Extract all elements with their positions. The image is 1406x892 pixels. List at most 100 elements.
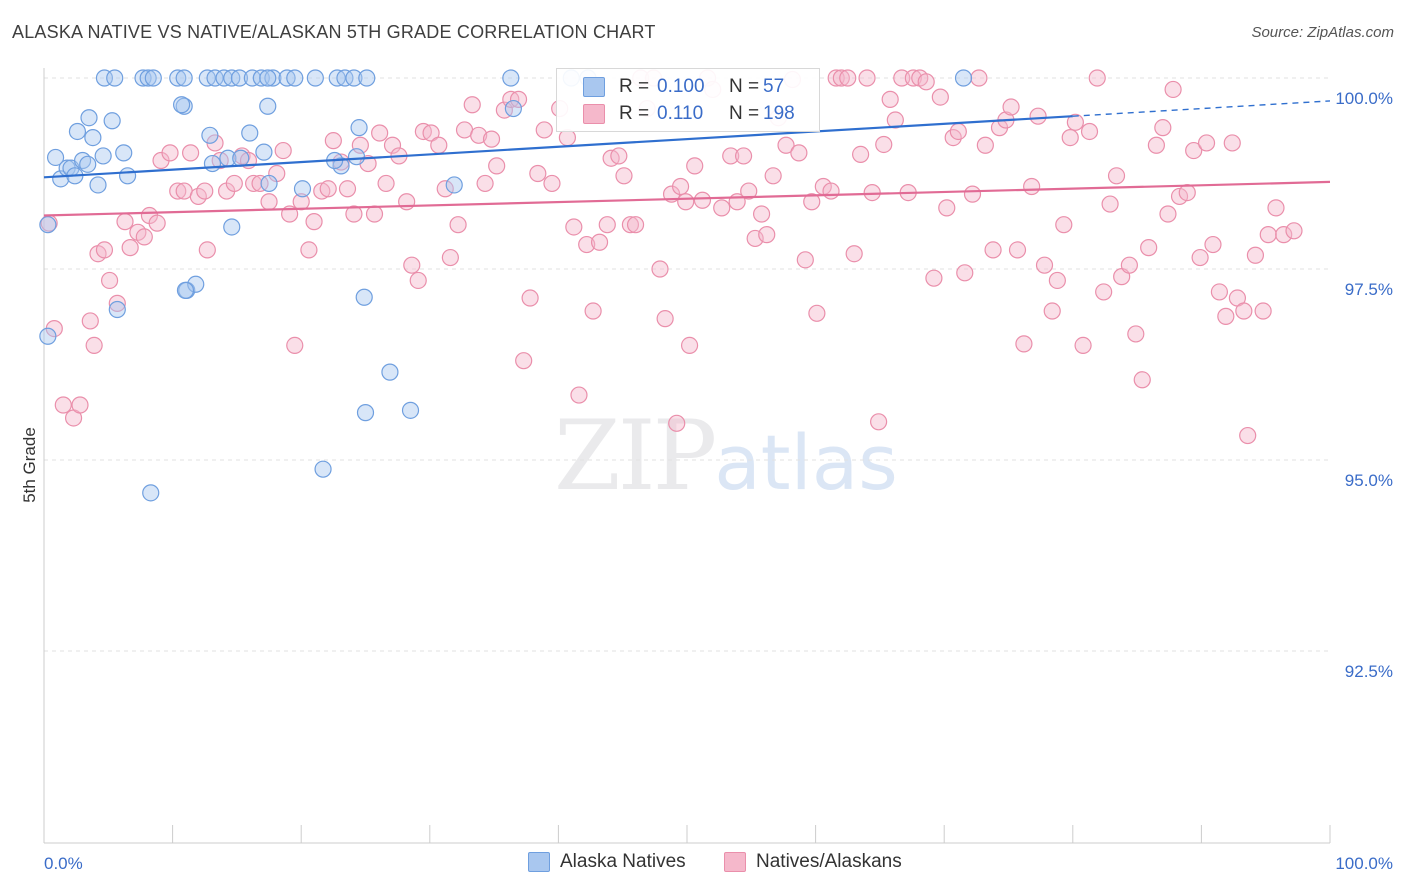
legend-swatch-natives-alaskans bbox=[724, 852, 746, 872]
r-label: R = bbox=[619, 76, 650, 97]
y-axis-label: 5th Grade bbox=[20, 427, 39, 503]
point-natives-alaskans bbox=[651, 260, 669, 278]
point-alaska-natives bbox=[94, 147, 112, 165]
point-alaska-natives bbox=[206, 69, 224, 87]
point-alaska-natives bbox=[175, 69, 193, 87]
point-natives-alaskans bbox=[740, 182, 758, 200]
point-natives-alaskans bbox=[409, 271, 427, 290]
point-natives-alaskans bbox=[1107, 167, 1126, 185]
point-natives-alaskans bbox=[590, 233, 609, 251]
point-natives-alaskans bbox=[81, 312, 99, 330]
point-natives-alaskans bbox=[338, 180, 357, 198]
point-alaska-natives bbox=[241, 124, 259, 142]
point-natives-alaskans bbox=[578, 235, 596, 254]
point-alaska-natives bbox=[106, 69, 124, 87]
point-alaska-natives bbox=[345, 69, 363, 87]
point-alaska-natives bbox=[201, 126, 219, 144]
point-natives-alaskans bbox=[656, 310, 674, 328]
point-natives-alaskans bbox=[565, 218, 583, 236]
point-natives-alaskans bbox=[116, 213, 134, 231]
n-value: 57 bbox=[763, 76, 785, 97]
point-alaska-natives bbox=[954, 69, 973, 87]
point-natives-alaskans bbox=[169, 182, 187, 200]
point-natives-alaskans bbox=[1035, 256, 1054, 274]
series-legend: Alaska Natives Natives/Alaskans bbox=[0, 851, 1406, 877]
point-natives-alaskans bbox=[1029, 107, 1047, 125]
point-alaska-natives bbox=[232, 149, 250, 167]
point-natives-alaskans bbox=[713, 199, 731, 217]
point-alaska-natives bbox=[68, 122, 87, 141]
point-alaska-natives bbox=[80, 109, 98, 127]
point-natives-alaskans bbox=[671, 177, 690, 196]
point-natives-alaskans bbox=[436, 180, 454, 198]
point-natives-alaskans bbox=[422, 124, 440, 142]
point-natives-alaskans bbox=[938, 199, 956, 217]
point-alaska-natives bbox=[381, 363, 399, 381]
point-alaska-natives bbox=[89, 176, 107, 194]
point-natives-alaskans bbox=[803, 193, 821, 211]
point-natives-alaskans bbox=[584, 302, 602, 320]
point-natives-alaskans bbox=[148, 214, 166, 232]
point-natives-alaskans bbox=[1147, 136, 1165, 154]
point-natives-alaskans bbox=[1101, 195, 1119, 213]
point-natives-alaskans bbox=[1246, 246, 1265, 264]
point-alaska-natives bbox=[169, 69, 187, 87]
point-natives-alaskans bbox=[1239, 426, 1257, 445]
point-natives-alaskans bbox=[1235, 302, 1253, 320]
point-natives-alaskans bbox=[1088, 69, 1106, 87]
r-value: 0.100 bbox=[657, 76, 705, 97]
point-natives-alaskans bbox=[1159, 205, 1177, 223]
point-natives-alaskans bbox=[300, 241, 318, 259]
point-natives-alaskans bbox=[925, 269, 943, 287]
r-label: R = bbox=[619, 103, 650, 124]
point-natives-alaskans bbox=[1170, 187, 1189, 206]
point-natives-alaskans bbox=[260, 193, 278, 211]
zipatlas-watermark: ZIPatlas bbox=[554, 400, 898, 512]
point-natives-alaskans bbox=[529, 164, 547, 183]
point-natives-alaskans bbox=[1061, 128, 1079, 147]
point-natives-alaskans bbox=[274, 141, 292, 160]
point-alaska-natives bbox=[255, 143, 273, 161]
point-alaska-natives bbox=[358, 69, 376, 87]
point-natives-alaskans bbox=[100, 271, 119, 290]
legend-label-alaska-natives: Alaska Natives bbox=[560, 851, 686, 872]
point-natives-alaskans bbox=[1154, 119, 1172, 137]
point-natives-alaskans bbox=[225, 174, 243, 193]
point-natives-alaskans bbox=[1015, 335, 1033, 353]
point-natives-alaskans bbox=[668, 414, 686, 432]
point-alaska-natives bbox=[356, 404, 375, 422]
point-natives-alaskans bbox=[1002, 98, 1020, 116]
point-natives-alaskans bbox=[1285, 222, 1303, 240]
point-alaska-natives bbox=[39, 216, 57, 234]
point-natives-alaskans bbox=[1095, 283, 1113, 301]
point-natives-alaskans bbox=[332, 153, 350, 171]
point-alaska-natives bbox=[115, 144, 133, 162]
point-natives-alaskans bbox=[515, 352, 533, 370]
point-alaska-natives bbox=[293, 180, 312, 198]
legend-item-alaska-natives[interactable]: Alaska Natives bbox=[528, 851, 686, 873]
point-alaska-natives bbox=[504, 99, 522, 118]
legend-item-natives-alaskans[interactable]: Natives/Alaskans bbox=[724, 851, 902, 873]
point-natives-alaskans bbox=[677, 193, 695, 211]
point-natives-alaskans bbox=[1267, 199, 1285, 217]
point-alaska-natives bbox=[84, 128, 102, 147]
point-natives-alaskans bbox=[371, 124, 389, 142]
point-natives-alaskans bbox=[482, 130, 501, 148]
point-natives-alaskans bbox=[956, 264, 974, 282]
point-natives-alaskans bbox=[615, 167, 633, 185]
point-natives-alaskans bbox=[1185, 141, 1203, 160]
point-alaska-natives bbox=[187, 275, 205, 293]
point-natives-alaskans bbox=[1217, 307, 1235, 325]
point-natives-alaskans bbox=[858, 69, 876, 87]
y-tick-label: 100.0% bbox=[1335, 89, 1393, 108]
point-natives-alaskans bbox=[1178, 184, 1196, 202]
point-alaska-natives bbox=[350, 119, 368, 137]
point-natives-alaskans bbox=[196, 182, 214, 200]
point-natives-alaskans bbox=[521, 289, 539, 307]
y-tick-label: 97.5% bbox=[1345, 280, 1393, 299]
point-natives-alaskans bbox=[686, 157, 704, 175]
y-tick-label: 92.5% bbox=[1345, 662, 1393, 681]
point-natives-alaskans bbox=[886, 111, 904, 129]
point-alaska-natives bbox=[118, 167, 137, 185]
point-natives-alaskans bbox=[1008, 241, 1027, 259]
